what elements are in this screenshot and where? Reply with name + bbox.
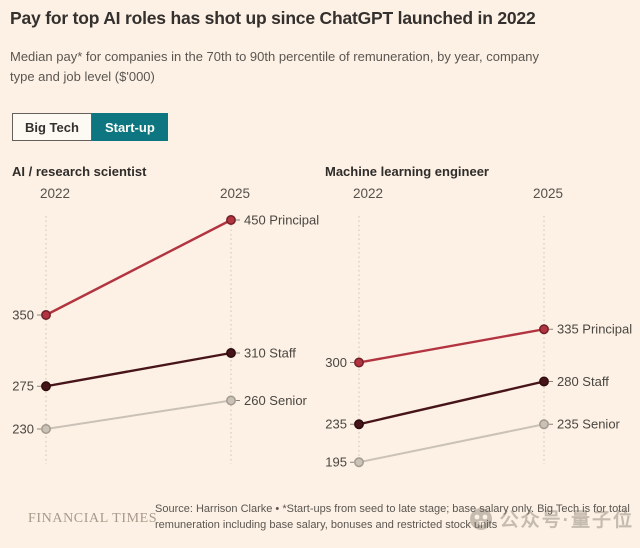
company-type-toggle: Big Tech Start-up: [12, 113, 168, 141]
end-value-label: 235 Senior: [557, 417, 621, 432]
start-value-label: 300: [325, 355, 347, 370]
year-axis-label: 2025: [220, 186, 250, 201]
slope-chart-machine-learning-engineer: 2022 2025 195 235 Senior 235 280 Staff 300 335 …: [325, 186, 632, 470]
series-line-senior: [358, 423, 545, 464]
data-point-principal: [41, 310, 51, 320]
end-value-label: 260 Senior: [244, 393, 308, 408]
right-chart-title: Machine learning engineer: [325, 164, 489, 179]
end-value-label: 310 Staff: [244, 345, 296, 360]
end-value-label: 450 Principal: [244, 212, 319, 227]
data-point-senior: [226, 395, 236, 406]
year-axis-label: 2025: [533, 186, 563, 201]
year-axis-label: 2022: [40, 186, 70, 201]
series-line-staff: [45, 351, 232, 388]
financial-times-logo: FINANCIAL TIMES: [28, 511, 158, 526]
chart-subtitle: Median pay* for companies in the 70th to…: [10, 49, 539, 85]
page-title: Pay for top AI roles has shot up since C…: [10, 8, 536, 28]
start-value-label: 350: [12, 307, 34, 322]
data-point-senior: [41, 424, 51, 434]
series-line-principal: [45, 218, 232, 317]
data-point-staff: [226, 348, 236, 358]
series-line-principal: [358, 328, 545, 364]
data-point-principal: [226, 215, 236, 225]
start-value-label: 230: [12, 421, 34, 436]
data-point-principal: [539, 324, 549, 335]
year-axis-label: 2022: [353, 186, 383, 201]
end-value-label: 335 Principal: [557, 322, 632, 337]
data-point-staff: [539, 376, 549, 387]
toggle-big-tech-button[interactable]: Big Tech: [12, 113, 92, 141]
end-value-label: 280 Staff: [557, 374, 609, 389]
start-value-label: 195: [325, 455, 347, 470]
left-chart-title: AI / research scientist: [12, 164, 147, 179]
slope-chart-ai-research-scientist: 2022 2025 230 260 Senior 275 310 Staff 350 450 …: [12, 186, 319, 464]
data-point-senior: [539, 419, 549, 430]
start-value-label: 275: [12, 379, 34, 394]
start-value-label: 235: [325, 417, 347, 432]
toggle-start-up-button[interactable]: Start-up: [91, 113, 168, 141]
data-point-senior: [354, 457, 364, 468]
series-line-staff: [358, 380, 545, 426]
series-line-senior: [45, 399, 232, 430]
data-point-staff: [354, 419, 364, 430]
data-point-staff: [41, 381, 51, 392]
source-note: Source: Harrison Clarke • *Start-ups fro…: [155, 503, 630, 531]
data-point-principal: [354, 357, 364, 368]
